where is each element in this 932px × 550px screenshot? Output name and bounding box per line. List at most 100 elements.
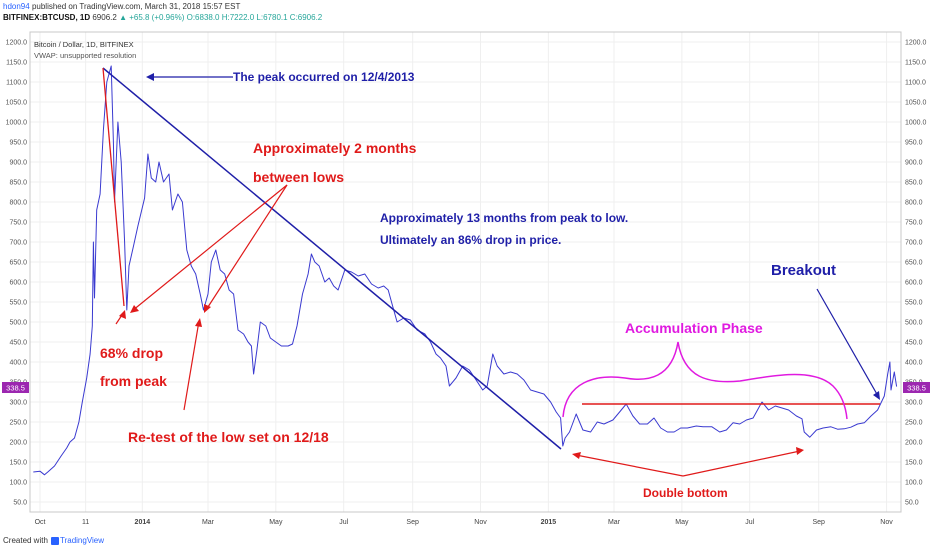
x-tick-label: Nov bbox=[880, 519, 893, 526]
y-tick-label-left: 950.0 bbox=[9, 140, 27, 147]
y-tick-label-right: 650.0 bbox=[905, 260, 923, 267]
y-tick-label-right: 450.0 bbox=[905, 340, 923, 347]
y-tick-label-right: 300.0 bbox=[905, 400, 923, 407]
y-tick-label-right: 1100.0 bbox=[905, 80, 926, 87]
footer-bar: Created with TradingView bbox=[0, 532, 932, 550]
y-tick-label-right: 1200.0 bbox=[905, 40, 927, 47]
y-tick-label-left: 750.0 bbox=[9, 220, 27, 227]
peak-annotation: The peak occurred on 12/4/2013 bbox=[233, 70, 415, 84]
between-lows-arrowhead-1 bbox=[130, 305, 139, 313]
last-price-tag-right bbox=[903, 382, 930, 393]
price-chart[interactable]: Bitcoin / Dollar, 1D, BITFINEX VWAP: uns… bbox=[0, 24, 932, 532]
peak-drop-line bbox=[102, 67, 125, 307]
x-tick-label: 2015 bbox=[541, 519, 557, 526]
x-tick-label: May bbox=[269, 519, 283, 526]
y-tick-label-left: 550.0 bbox=[9, 300, 27, 307]
double-bottom-arrowhead-right bbox=[796, 447, 804, 455]
between-lows-arrow-1 bbox=[131, 184, 288, 312]
retest-arrowhead bbox=[195, 318, 202, 327]
y-axis-right: 50.0100.0150.0200.0250.0300.0350.0400.04… bbox=[905, 40, 927, 507]
y-tick-label-right: 200.0 bbox=[905, 440, 923, 447]
y-tick-label-right: 1050.0 bbox=[905, 100, 927, 107]
symbol-label: BITFINEX:BTCUSD, 1D bbox=[3, 13, 91, 22]
y-tick-label-left: 200.0 bbox=[9, 440, 27, 447]
last-price-tags: 338.5 338.5 bbox=[2, 382, 930, 393]
y-tick-label-left: 400.0 bbox=[9, 360, 27, 367]
y-tick-label-left: 700.0 bbox=[9, 240, 27, 247]
y-tick-label-right: 150.0 bbox=[905, 460, 923, 467]
x-tick-label: Jul bbox=[339, 519, 348, 526]
last-price-tag-right-text: 338.5 bbox=[907, 384, 926, 393]
retest-arrow bbox=[183, 320, 200, 411]
breakout-arrow bbox=[816, 288, 879, 397]
y-tick-label-right: 1000.0 bbox=[905, 120, 927, 127]
x-tick-label: 11 bbox=[82, 519, 89, 526]
y-tick-label-right: 800.0 bbox=[905, 200, 923, 207]
tradingview-link[interactable]: TradingView bbox=[60, 536, 105, 545]
y-tick-label-left: 100.0 bbox=[9, 480, 27, 487]
y-tick-label-right: 700.0 bbox=[905, 240, 923, 247]
thirteen-months-annotation: Approximately 13 months from peak to low… bbox=[380, 211, 628, 225]
series-layer bbox=[33, 65, 898, 476]
y-tick-label-left: 800.0 bbox=[9, 200, 27, 207]
x-tick-label: Mar bbox=[202, 519, 215, 526]
header-bar: hdon94 published on TradingView.com, Mar… bbox=[0, 0, 932, 26]
double-bottom-arrowhead-left bbox=[572, 452, 581, 459]
y-tick-label-right: 100.0 bbox=[905, 480, 923, 487]
y-tick-label-left: 500.0 bbox=[9, 320, 27, 327]
two-months-annotation-line1: Approximately 2 months bbox=[253, 140, 417, 156]
created-with-text: Created with bbox=[3, 536, 48, 545]
y-tick-label-left: 600.0 bbox=[9, 280, 27, 287]
x-tick-label: Jul bbox=[745, 519, 754, 526]
y-tick-label-left: 50.0 bbox=[13, 500, 27, 507]
y-tick-label-right: 850.0 bbox=[905, 180, 923, 187]
author-link[interactable]: hdon94 bbox=[3, 2, 30, 11]
x-tick-label: May bbox=[675, 519, 689, 526]
last-price-tag-left bbox=[2, 382, 29, 393]
drop-label-arrowhead bbox=[119, 310, 126, 319]
y-tick-label-right: 600.0 bbox=[905, 280, 923, 287]
grid-lines bbox=[30, 32, 901, 512]
annotation-texts: The peak occurred on 12/4/2013 Approxima… bbox=[100, 70, 836, 500]
y-tick-label-right: 500.0 bbox=[905, 320, 923, 327]
y-tick-label-right: 400.0 bbox=[905, 360, 923, 367]
x-tick-label: Sep bbox=[812, 519, 825, 526]
y-tick-label-left: 1100.0 bbox=[6, 80, 27, 87]
double-bottom-annotation: Double bottom bbox=[643, 486, 728, 500]
double-bottom-arrow-left bbox=[575, 454, 684, 477]
drawings-layer bbox=[102, 67, 880, 477]
price-series-line bbox=[33, 65, 898, 476]
x-tick-label: Nov bbox=[474, 519, 487, 526]
accumulation-bracket bbox=[562, 341, 848, 420]
peak-pointer-arrowhead bbox=[146, 73, 154, 81]
last-price-tag-left-text: 338.5 bbox=[6, 384, 25, 393]
breakout-arrowhead bbox=[873, 391, 880, 400]
y-tick-label-right: 1150.0 bbox=[905, 60, 926, 67]
x-tick-label: 2014 bbox=[135, 519, 151, 526]
symbol-line: BITFINEX:BTCUSD, 1D 6906.2 ▲ +65.8 (+0.9… bbox=[3, 13, 322, 22]
drop-annotation-line2: from peak bbox=[100, 373, 167, 389]
x-tick-label: Sep bbox=[406, 519, 419, 526]
drop-percent-annotation: Ultimately an 86% drop in price. bbox=[380, 233, 561, 247]
y-tick-label-left: 850.0 bbox=[9, 180, 27, 187]
y-tick-label-right: 750.0 bbox=[905, 220, 923, 227]
peak-to-low-trendline bbox=[102, 67, 562, 450]
publish-info: published on TradingView.com, March 31, … bbox=[31, 2, 241, 11]
between-lows-arrowhead-2 bbox=[204, 304, 211, 313]
y-tick-label-right: 900.0 bbox=[905, 160, 923, 167]
two-months-annotation-line2: between lows bbox=[253, 169, 344, 185]
y-tick-label-right: 950.0 bbox=[905, 140, 923, 147]
y-tick-label-right: 50.0 bbox=[905, 500, 919, 507]
double-bottom-arrow-right bbox=[682, 450, 801, 477]
y-tick-label-right: 550.0 bbox=[905, 300, 923, 307]
price-change: ▲ +65.8 (+0.96%) bbox=[119, 13, 185, 22]
between-lows-arrow-2 bbox=[205, 184, 288, 311]
y-tick-label-left: 300.0 bbox=[9, 400, 27, 407]
tradingview-logo-icon bbox=[51, 537, 59, 545]
x-axis: Oct 11 2014 Mar May Jul Sep Nov 2015 Mar May Jul Sep… bbox=[35, 519, 894, 526]
chart-title: Bitcoin / Dollar, 1D, BITFINEX bbox=[34, 40, 134, 49]
breakout-annotation: Breakout bbox=[771, 262, 836, 279]
last-price: 6906.2 bbox=[92, 13, 117, 22]
accumulation-annotation: Accumulation Phase bbox=[625, 320, 763, 336]
x-tick-label: Oct bbox=[35, 519, 46, 526]
